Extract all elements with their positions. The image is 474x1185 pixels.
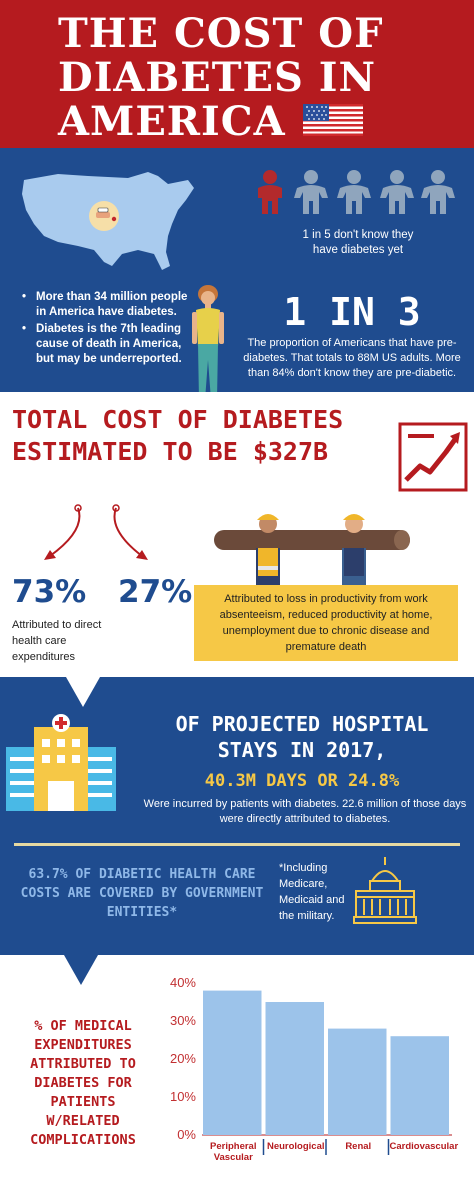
x-category-label: Neurological <box>266 1141 325 1152</box>
x-category-label: Renal <box>345 1141 372 1152</box>
stat-text: The proportion of Americans that have pr… <box>243 337 461 379</box>
cost-title-line-1: TOTAL COST OF DIABETES <box>12 405 344 434</box>
intro-section: 1 in 5 don't know they have diabetes yet… <box>0 148 474 404</box>
glucose-test-icon <box>96 207 117 222</box>
y-tick-label: 30% <box>169 1013 196 1028</box>
title-line-3: AMERICA <box>58 98 286 145</box>
workers-icon <box>214 514 410 592</box>
bar-renal <box>328 1028 387 1135</box>
y-tick-label: 20% <box>169 1051 196 1066</box>
pct-direct: 73% <box>12 574 87 610</box>
y-tick-label: 0% <box>177 1127 196 1142</box>
hospital-section: OF PROJECTED HOSPITAL STAYS IN 2017, 40.… <box>0 677 474 955</box>
us-map-icon <box>22 172 194 270</box>
cost-title: TOTAL COST OF DIABETES ESTIMATED TO BE $… <box>12 404 343 468</box>
y-tick-label: 10% <box>169 1089 196 1104</box>
pointer-triangle <box>64 955 98 985</box>
bar-neurological <box>265 1002 324 1135</box>
hospital-title: OF PROJECTED HOSPITAL STAYS IN 2017, <box>175 712 429 762</box>
ratio-text: 1 in 5 don't know they have diabetes yet <box>268 228 448 258</box>
bullet-item: More than 34 million people in America h… <box>22 290 197 320</box>
bar-chart <box>202 990 452 1155</box>
chart-title: % OF MEDICAL EXPENDITURES ATTRIBUTED TO … <box>30 1018 136 1148</box>
divider <box>14 843 460 846</box>
title-line-2: DIABETES IN <box>58 54 377 101</box>
cost-title-line-2: ESTIMATED TO BE $327B <box>12 437 329 466</box>
growth-chart-icon <box>398 422 468 492</box>
title-banner: THE COST OF DIABETES IN AMERICA <box>0 0 474 148</box>
title-line-1: THE COST OF <box>58 10 384 57</box>
productivity-box: Attributed to loss in productivity from … <box>194 585 458 661</box>
stat-big: 1 IN 3 <box>283 290 421 334</box>
gov-note: *Including Medicare, Medicaid and the mi… <box>279 862 345 922</box>
hospital-text: Were incurred by patients with diabetes.… <box>143 798 467 825</box>
hospital-subtitle: 40.3M DAYS OR 24.8% <box>204 771 400 791</box>
y-tick-label: 40% <box>169 975 196 990</box>
us-flag-icon <box>303 104 363 136</box>
direct-text: Attributed to direct health care expendi… <box>12 619 102 663</box>
chart-section: % OF MEDICAL EXPENDITURES ATTRIBUTED TO … <box>0 955 474 1185</box>
pointer-triangle <box>66 677 100 707</box>
x-category-label: Peripheral Vascular <box>210 1141 257 1163</box>
people-icon <box>258 170 455 214</box>
intro-bullets: More than 34 million people in America h… <box>22 290 197 369</box>
ratio-line-2: have diabetes yet <box>312 244 404 256</box>
bar-peripheral-vascular <box>203 990 262 1135</box>
split-arrows-icon <box>44 504 148 560</box>
gov-coverage-text: 63.7% OF DIABETIC HEALTH CARE COSTS ARE … <box>20 867 264 920</box>
bar-cardiovascular <box>390 1036 449 1135</box>
pct-productivity: 27% <box>118 574 193 610</box>
cost-section: TOTAL COST OF DIABETES ESTIMATED TO BE $… <box>0 392 474 677</box>
hospital-icon <box>6 714 116 811</box>
x-category-label: Cardiovascular <box>389 1141 459 1152</box>
productivity-text: Attributed to loss in productivity from … <box>219 593 433 653</box>
bullet-item: Diabetes is the 7th leading cause of dea… <box>22 322 197 367</box>
capitol-icon <box>353 857 417 924</box>
ratio-line-1: 1 in 5 don't know they <box>302 229 414 241</box>
